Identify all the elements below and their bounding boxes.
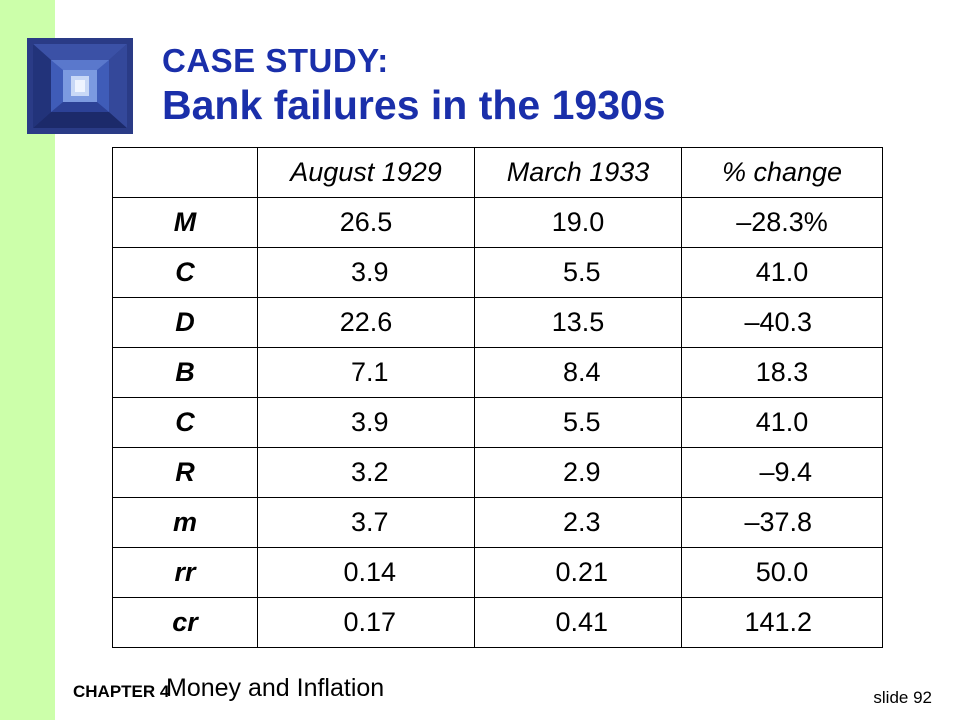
table-header-row: August 1929 March 1933 % change xyxy=(112,147,883,198)
table-row: C 3.9 5.5 41.0 xyxy=(112,397,883,448)
cell-mar1933: 19.0 xyxy=(474,197,682,248)
cell-change: 141.2 xyxy=(681,597,883,648)
cell-change: 50.0 xyxy=(681,547,883,598)
cell-mar1933: 8.4 xyxy=(474,347,682,398)
row-label: D xyxy=(112,297,258,348)
cell-aug1929: 0.14 xyxy=(257,547,475,598)
table-row: rr 0.14 0.21 50.0 xyxy=(112,547,883,598)
row-label: C xyxy=(112,247,258,298)
cell-change: –28.3% xyxy=(681,197,883,248)
cell-aug1929: 0.17 xyxy=(257,597,475,648)
table-row: m 3.7 2.3 –37.8 xyxy=(112,497,883,548)
page-title: Bank failures in the 1930s xyxy=(162,82,666,128)
cell-aug1929: 3.2 xyxy=(257,447,475,498)
cell-mar1933: 13.5 xyxy=(474,297,682,348)
table-row: D 22.6 13.5 –40.3 xyxy=(112,297,883,348)
cell-aug1929: 3.9 xyxy=(257,247,475,298)
cell-mar1933: 2.3 xyxy=(474,497,682,548)
vault-tunnel-photo xyxy=(27,38,133,134)
row-label: M xyxy=(112,197,258,248)
cell-change: 41.0 xyxy=(681,397,883,448)
header-cell-aug1929: August 1929 xyxy=(257,147,475,198)
header-cell-mar1933: March 1933 xyxy=(474,147,682,198)
row-label: C xyxy=(112,397,258,448)
cell-mar1933: 0.21 xyxy=(474,547,682,598)
cell-aug1929: 7.1 xyxy=(257,347,475,398)
cell-change: –40.3 xyxy=(681,297,883,348)
cell-aug1929: 22.6 xyxy=(257,297,475,348)
header-cell-change: % change xyxy=(681,147,883,198)
table-row: M 26.5 19.0 –28.3% xyxy=(112,197,883,248)
row-label: m xyxy=(112,497,258,548)
cell-mar1933: 2.9 xyxy=(474,447,682,498)
row-label: rr xyxy=(112,547,258,598)
cell-aug1929: 3.7 xyxy=(257,497,475,548)
row-label: B xyxy=(112,347,258,398)
cell-mar1933: 0.41 xyxy=(474,597,682,648)
data-table: August 1929 March 1933 % change M 26.5 1… xyxy=(112,147,883,648)
table-row: C 3.9 5.5 41.0 xyxy=(112,247,883,298)
cell-aug1929: 3.9 xyxy=(257,397,475,448)
row-label: R xyxy=(112,447,258,498)
row-label: cr xyxy=(112,597,258,648)
cell-mar1933: 5.5 xyxy=(474,247,682,298)
header-cell-label xyxy=(112,147,258,198)
cell-change: 18.3 xyxy=(681,347,883,398)
title-line1: CASE STUDY: xyxy=(162,42,389,79)
cell-mar1933: 5.5 xyxy=(474,397,682,448)
slide-number: slide 92 xyxy=(873,688,932,707)
cell-change: 41.0 xyxy=(681,247,883,298)
table-row: cr 0.17 0.41 141.2 xyxy=(112,597,883,648)
table-row: B 7.1 8.4 18.3 xyxy=(112,347,883,398)
table-row: R 3.2 2.9 –9.4 xyxy=(112,447,883,498)
cell-change: –9.4 xyxy=(681,447,883,498)
vault-tunnel-photo-graphic xyxy=(27,38,133,134)
footer-chapter: CHAPTER 4 xyxy=(73,682,170,701)
cell-aug1929: 26.5 xyxy=(257,197,475,248)
cell-change: –37.8 xyxy=(681,497,883,548)
footer-topic: Money and Inflation xyxy=(166,674,385,702)
